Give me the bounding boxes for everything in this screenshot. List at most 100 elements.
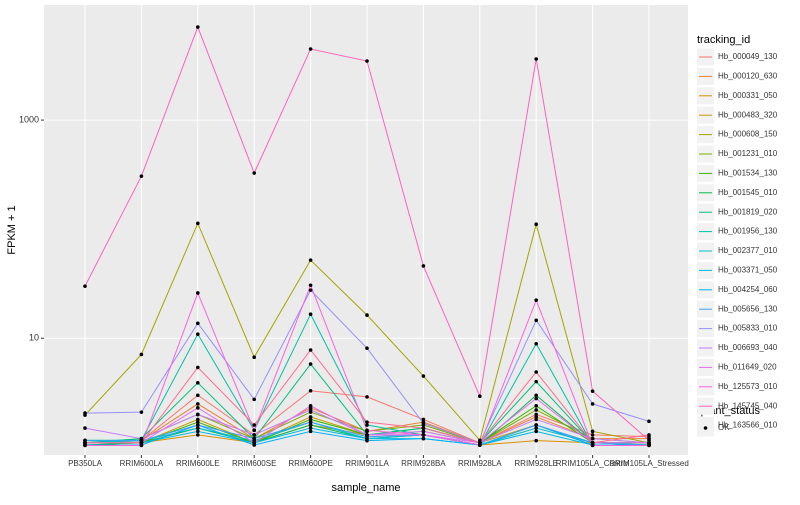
legend-label: Hb_006693_040 [718, 343, 778, 352]
data-point [647, 440, 651, 445]
data-point [647, 419, 651, 424]
panel [44, 5, 688, 455]
data-point [139, 352, 144, 357]
data-point [365, 438, 369, 443]
data-point [308, 420, 313, 424]
x-tick-label: RRIM600LE [176, 459, 220, 468]
data-point [421, 433, 426, 437]
data-point [196, 25, 200, 29]
data-point [421, 264, 426, 268]
data-point [647, 438, 651, 443]
data-point [196, 321, 200, 326]
data-point [590, 433, 595, 437]
x-tick-label: RRIM928BA [401, 459, 446, 468]
data-point [83, 440, 87, 445]
legend-label: Hb_011649_020 [718, 363, 777, 372]
data-point [534, 341, 538, 346]
legend-label: Hb_000049_130 [718, 52, 778, 61]
data-point [196, 332, 200, 336]
data-point [83, 284, 87, 288]
data-point [196, 402, 200, 406]
data-point [421, 429, 426, 434]
data-point [534, 396, 538, 401]
data-point [647, 443, 651, 448]
legend-label: Hb_002377_010 [718, 246, 778, 255]
legend-label: Hb_000120_630 [718, 72, 778, 81]
data-point [365, 59, 369, 63]
data-point [252, 436, 256, 441]
data-point [590, 402, 595, 406]
legend-label: Hb_001545_010 [718, 188, 778, 197]
data-point [252, 355, 256, 359]
status-label: OK [718, 423, 730, 432]
y-axis-title: FPKM + 1 [6, 205, 18, 254]
data-point [196, 426, 200, 430]
legend-point [703, 426, 708, 430]
data-point [478, 440, 482, 445]
data-point [196, 429, 200, 434]
legend-label: Hb_001956_130 [718, 227, 778, 236]
data-point [83, 426, 87, 430]
legend-title: tracking_id [697, 34, 750, 46]
data-point [365, 428, 369, 433]
data-point [308, 362, 313, 366]
data-point [196, 420, 200, 424]
data-point [196, 406, 200, 410]
x-tick-label: RRIM928LE [514, 459, 558, 468]
data-point [252, 171, 256, 175]
legend-label: Hb_000608_150 [718, 130, 778, 139]
data-point [365, 423, 369, 427]
legend-label: Hb_000331_050 [718, 91, 778, 100]
data-point [421, 426, 426, 430]
data-point [365, 420, 369, 424]
data-point [590, 436, 595, 441]
data-point [534, 426, 538, 430]
data-point [534, 404, 538, 408]
data-point [139, 443, 144, 448]
data-point [534, 222, 538, 227]
data-point [196, 412, 200, 417]
data-point [308, 429, 313, 434]
data-point [196, 417, 200, 422]
data-point [534, 318, 538, 323]
data-point [421, 421, 426, 426]
data-point [365, 433, 369, 437]
data-point [252, 440, 256, 445]
data-point [421, 436, 426, 441]
data-point [83, 411, 87, 415]
x-tick-label: RRIM105LA_Stressed [609, 459, 689, 468]
data-point [534, 408, 538, 412]
data-point [421, 417, 426, 422]
data-point [590, 429, 595, 434]
x-axis-title: sample_name [331, 482, 400, 494]
data-point [139, 174, 144, 178]
data-point [534, 429, 538, 434]
legend-label: Hb_163566_010 [718, 421, 778, 430]
data-point [308, 312, 313, 317]
legend-label: Hb_005833_010 [718, 324, 778, 333]
x-tick-label: RRIM600PE [288, 459, 332, 468]
data-point [308, 417, 313, 422]
data-point [308, 258, 313, 262]
x-tick-label: RRIM928LA [458, 459, 502, 468]
data-point [252, 433, 256, 437]
data-point [308, 388, 313, 393]
data-point [196, 365, 200, 370]
data-point [308, 426, 313, 430]
data-point [196, 291, 200, 295]
data-point [308, 283, 313, 288]
data-point [308, 288, 313, 292]
data-point [139, 440, 144, 445]
data-point [139, 436, 144, 441]
data-point [534, 370, 538, 374]
data-point [308, 415, 313, 419]
legend-label: Hb_005656_130 [718, 304, 778, 313]
data-point [534, 298, 538, 303]
data-point [534, 423, 538, 427]
x-tick-label: PB350LA [68, 459, 102, 468]
x-tick-label: RRIM105LA_Control [556, 459, 630, 468]
data-point [478, 394, 482, 399]
data-point [252, 428, 256, 433]
legend-label: Hb_001819_020 [718, 207, 778, 216]
data-point [196, 221, 200, 226]
